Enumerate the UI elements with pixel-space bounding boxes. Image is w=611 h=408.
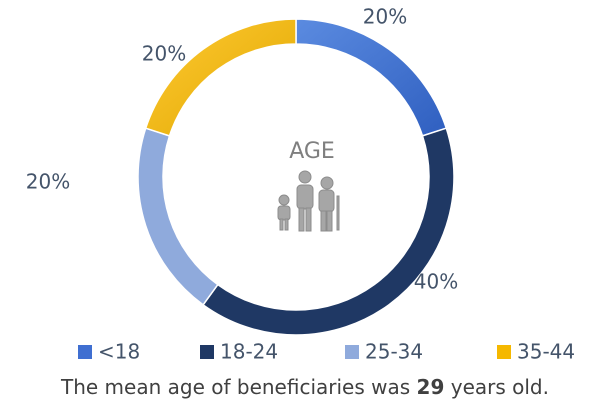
data-label: 40%	[414, 270, 458, 294]
donut	[137, 18, 455, 336]
people-icon	[277, 170, 340, 232]
legend-swatch	[345, 345, 359, 359]
legend-label: 18-24	[220, 340, 278, 364]
data-label: 20%	[26, 170, 70, 194]
caption: The mean age of beneficiaries was 29 yea…	[60, 375, 549, 399]
slice	[144, 18, 297, 137]
data-label: 20%	[142, 42, 186, 66]
slice	[137, 127, 219, 306]
data-label: 20%	[363, 5, 407, 29]
caption-text: years old.	[451, 375, 549, 399]
legend-label: 35-44	[517, 340, 575, 364]
caption-text: The mean age of beneficiaries was	[60, 375, 410, 399]
legend-swatch	[200, 345, 214, 359]
legend-swatch	[497, 345, 511, 359]
caption-bold: 29	[417, 375, 445, 399]
legend-label: 25-34	[365, 340, 423, 364]
legend-label: <18	[98, 340, 140, 364]
center-label: AGE	[289, 139, 335, 164]
slice	[295, 18, 448, 137]
legend-swatch	[78, 345, 92, 359]
